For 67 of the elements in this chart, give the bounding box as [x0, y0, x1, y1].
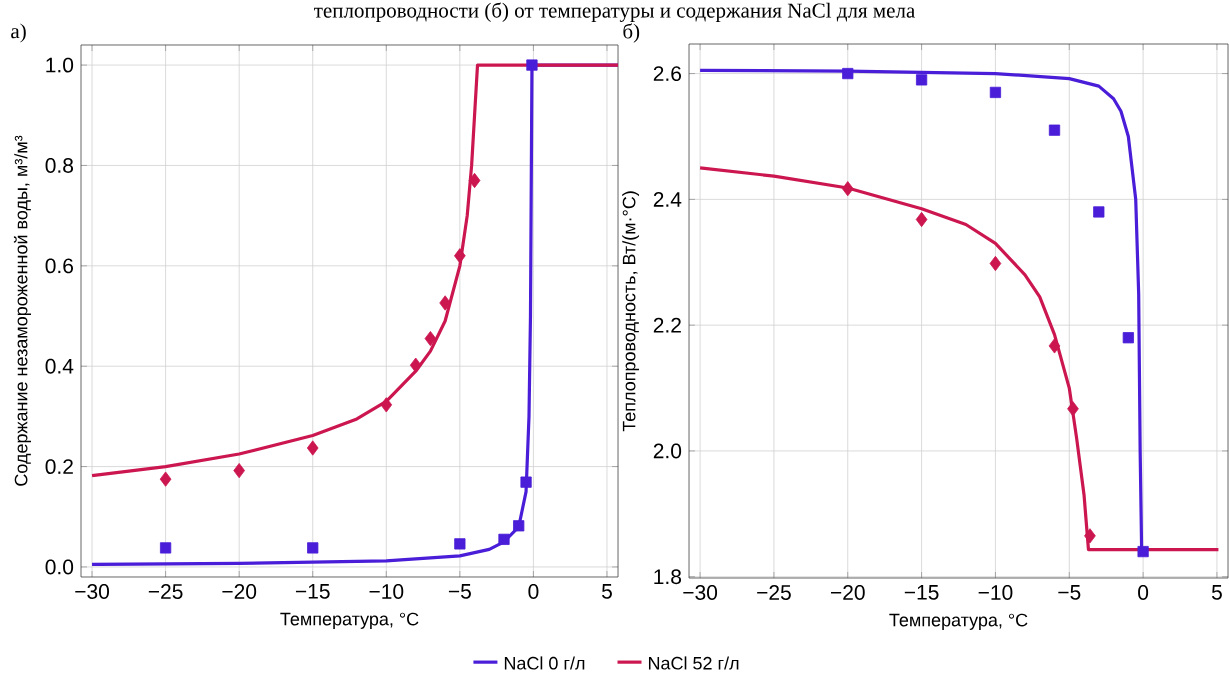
- y-tick-label: 0.2: [45, 459, 73, 475]
- point: [916, 74, 928, 86]
- chart-title: а): [11, 23, 26, 43]
- point: [513, 520, 525, 532]
- x-tick-label: −10: [978, 585, 1013, 600]
- y-tick-label: 0.0: [45, 559, 74, 575]
- point: [1048, 124, 1061, 136]
- point: [1093, 206, 1105, 218]
- y-tick-label: 0.4: [45, 358, 74, 374]
- x-tick-label: 0: [528, 584, 539, 599]
- line-series: [90, 63, 619, 478]
- x-tick-label: −30: [75, 584, 110, 599]
- chart-title: б): [623, 23, 640, 43]
- point: [424, 331, 437, 347]
- point: [454, 248, 466, 264]
- point: [160, 542, 172, 554]
- x-tick-label: −25: [148, 584, 183, 599]
- point: [1067, 401, 1079, 417]
- y-tick-label: 2.4: [653, 192, 682, 207]
- y-axis-title: Теплопроводность, Вт/(м·°C): [622, 191, 640, 432]
- point: [468, 172, 481, 189]
- x-tick-label: −20: [222, 584, 257, 599]
- y-tick-label: 2.0: [653, 443, 682, 459]
- x-tick-label: −20: [830, 585, 865, 600]
- text: теплопроводности (б) от температуры и содержания NaCl для мела: [314, 2, 915, 22]
- point: [233, 462, 245, 479]
- y-tick-label: 0.6: [45, 258, 74, 274]
- y-axis-title: Содержание незамороженной воды, м³/м³: [13, 135, 32, 486]
- x-axis-title: Температура, °C: [280, 612, 419, 629]
- line-series: [698, 166, 1221, 552]
- legend-label: NaCl 52 г/л: [648, 656, 739, 670]
- point: [439, 295, 451, 311]
- x-tick-label: −10: [369, 584, 404, 599]
- point: [1084, 528, 1096, 544]
- x-tick-label: −5: [1058, 585, 1081, 600]
- point: [306, 440, 319, 456]
- point: [526, 59, 538, 71]
- point: [498, 533, 510, 545]
- point: [409, 357, 422, 373]
- point: [841, 181, 854, 197]
- point: [307, 542, 319, 554]
- x-tick-label: −15: [295, 584, 330, 599]
- x-tick-label: 0: [1138, 585, 1149, 600]
- point: [1137, 545, 1149, 558]
- y-tick-label: 2.2: [653, 317, 681, 333]
- x-tick-label: −15: [904, 585, 939, 600]
- point: [380, 397, 393, 413]
- point: [989, 255, 1002, 272]
- x-tick-label: 5: [1211, 585, 1222, 600]
- x-tick-label: −25: [757, 585, 791, 600]
- point: [1048, 338, 1061, 354]
- point: [989, 86, 1002, 99]
- point: [520, 476, 532, 488]
- x-tick-label: 5: [601, 584, 612, 599]
- y-tick-label: 2.6: [653, 66, 682, 82]
- point: [454, 538, 466, 550]
- point: [842, 67, 854, 80]
- x-tick-label: −30: [683, 585, 718, 600]
- point: [159, 471, 172, 487]
- y-tick-label: 1.8: [654, 569, 682, 585]
- legend-label: NaCl 0 г/л: [504, 656, 585, 670]
- y-tick-label: 0.8: [45, 158, 74, 173]
- y-tick-label: 1.0: [46, 57, 74, 73]
- point: [915, 211, 928, 228]
- x-axis-title: Температура, °C: [889, 613, 1028, 630]
- x-tick-label: −5: [448, 584, 471, 599]
- point: [1122, 332, 1134, 344]
